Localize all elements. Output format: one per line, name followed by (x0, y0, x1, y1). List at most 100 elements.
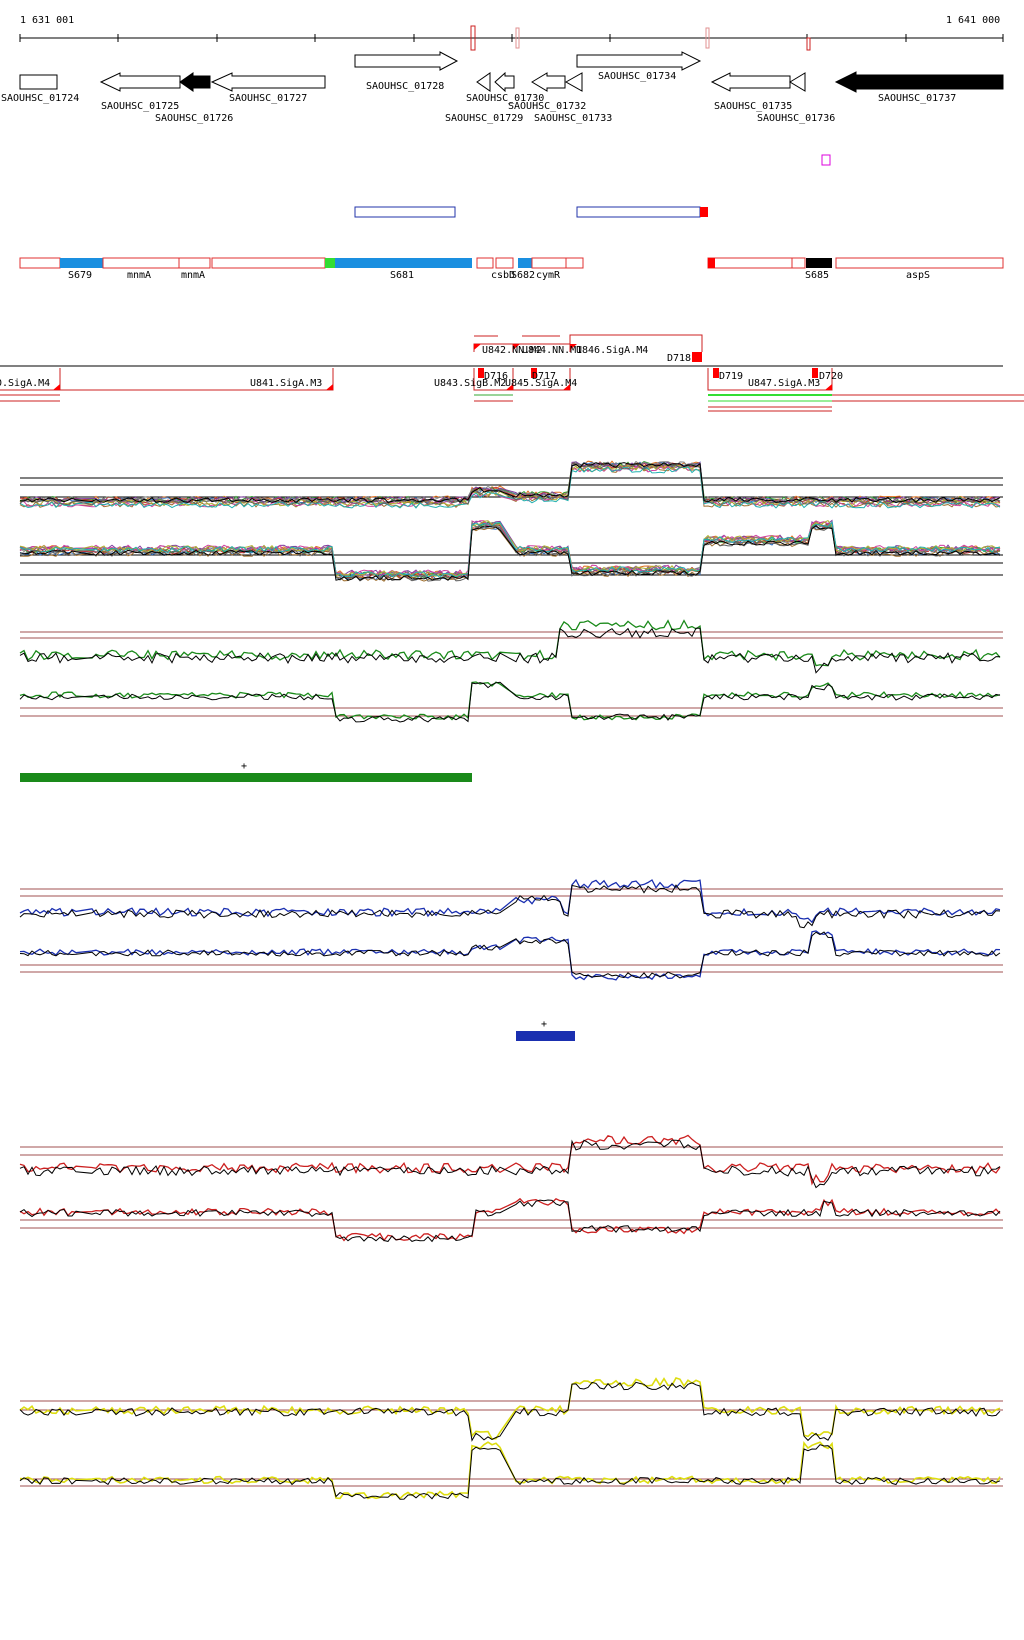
expression-profile (19, 681, 1001, 723)
transcript-label: D720 (819, 371, 843, 382)
operon-box[interactable] (354, 206, 456, 218)
expression-profile (19, 930, 1001, 981)
gene-label: SAOUHSC_01727 (229, 93, 307, 104)
transcript-label: D719 (719, 371, 743, 382)
gene-arrow[interactable] (834, 71, 1004, 93)
transcript-label: 0.SigA.M4 (0, 378, 50, 389)
gene-label: SAOUHSC_01725 (101, 101, 179, 112)
gene-arrow[interactable] (789, 72, 806, 92)
transcript-label: U842.NN.M2 (482, 345, 542, 356)
transcript-track (0, 334, 1024, 412)
expression-profile (19, 1377, 1001, 1440)
region-box[interactable] (19, 257, 61, 269)
ruler-end-label: 1 641 000 (946, 15, 1000, 26)
region-box[interactable] (335, 258, 472, 268)
expression-tracks (19, 460, 1003, 1500)
expression-profile (19, 461, 1001, 504)
gene-arrow[interactable] (19, 74, 58, 90)
ruler-start-label: 1 631 001 (20, 15, 74, 26)
expression-profile (19, 1440, 1001, 1500)
region-box[interactable] (518, 258, 532, 268)
expression-profile (19, 463, 1001, 506)
region-label: S679 (68, 270, 92, 281)
gene-label: SAOUHSC_01732 (508, 101, 586, 112)
region-track (19, 257, 1004, 269)
region-label: csbD (491, 270, 515, 281)
region-box[interactable] (102, 257, 180, 269)
region-labels: S679 mnmA mnmA S681 csbD S682 cymR S685 … (68, 270, 930, 281)
region-box[interactable] (495, 257, 514, 269)
region-label: cymR (536, 270, 561, 281)
coordinate-ruler: 1 631 001 1 641 000 (19, 15, 1004, 51)
region-box[interactable] (211, 257, 326, 269)
transcript-label: U841.SigA.M3 (250, 378, 322, 389)
gene-arrow[interactable] (210, 72, 326, 92)
magenta-marker (821, 154, 831, 166)
gene-label: SAOUHSC_01729 (445, 113, 523, 124)
region-box[interactable] (531, 257, 567, 269)
expression-profile (19, 1139, 1001, 1189)
transcript-label: U843.SigB.M2 (434, 378, 506, 389)
gene-arrow[interactable] (354, 51, 459, 71)
gene-arrow[interactable] (476, 72, 491, 92)
operon-track (354, 206, 708, 218)
region-label: S682 (511, 270, 535, 281)
expression-profile (19, 627, 1001, 674)
region-box[interactable] (791, 257, 806, 269)
region-label: aspS (906, 270, 930, 281)
region-box[interactable] (806, 258, 832, 268)
expression-profile (19, 522, 1001, 579)
gene-label: SAOUHSC_01730 (466, 93, 544, 104)
condition-bars: + + (20, 761, 575, 1041)
expression-profile (19, 884, 1001, 929)
expression-profile (19, 878, 1001, 924)
gene-label: SAOUHSC_01736 (757, 113, 835, 124)
expression-profile (19, 525, 1001, 581)
region-box[interactable] (476, 257, 494, 269)
region-box[interactable] (565, 257, 584, 269)
condition-mark: + (541, 1019, 547, 1030)
region-box[interactable] (707, 257, 793, 269)
gene-arrow[interactable] (531, 72, 566, 92)
region-box[interactable] (325, 258, 335, 268)
transcript-label: U847.SigA.M3 (748, 378, 820, 389)
condition-bar-green[interactable] (20, 773, 472, 782)
gene-label: SAOUHSC_01734 (598, 71, 676, 82)
expression-profile (20, 462, 1001, 504)
gene-arrow[interactable] (710, 72, 791, 92)
gene-label: SAOUHSC_01728 (366, 81, 444, 92)
gene-arrow[interactable] (179, 72, 211, 92)
expression-profile (19, 1134, 1001, 1186)
expression-profile (19, 931, 1001, 979)
gene-label: SAOUHSC_01724 (1, 93, 79, 104)
expression-profile (19, 519, 1001, 577)
region-box[interactable] (178, 257, 211, 269)
expression-profile (19, 681, 1001, 721)
region-label: S685 (805, 270, 829, 281)
transcript-label: D716 (484, 371, 508, 382)
gene-arrow[interactable] (99, 72, 181, 92)
region-box[interactable] (60, 258, 103, 268)
expression-profile (19, 1381, 1001, 1442)
expression-profile (19, 1199, 1001, 1243)
condition-mark: + (241, 761, 247, 772)
expression-profile (19, 1197, 1001, 1242)
region-label: mnmA (127, 270, 151, 281)
region-box[interactable] (835, 257, 1004, 269)
gene-label: SAOUHSC_01726 (155, 113, 233, 124)
gene-arrow[interactable] (576, 51, 702, 71)
region-label: mnmA (181, 270, 205, 281)
transcript-label: U844.NN.M1 (522, 345, 582, 356)
expression-profile (19, 525, 1001, 582)
gene-label: SAOUHSC_01733 (534, 113, 612, 124)
transcript-label: D717 (532, 371, 556, 382)
gene-arrow[interactable] (494, 71, 515, 93)
operon-box[interactable] (576, 206, 701, 218)
gene-labels: SAOUHSC_01724 SAOUHSC_01725 SAOUHSC_0172… (1, 71, 956, 124)
condition-bar-blue[interactable] (516, 1031, 575, 1041)
transcript-label: U845.SigA.M4 (505, 378, 577, 389)
gene-arrow[interactable] (564, 72, 583, 92)
expression-profile (19, 1444, 1001, 1500)
expression-profile (19, 520, 1001, 577)
